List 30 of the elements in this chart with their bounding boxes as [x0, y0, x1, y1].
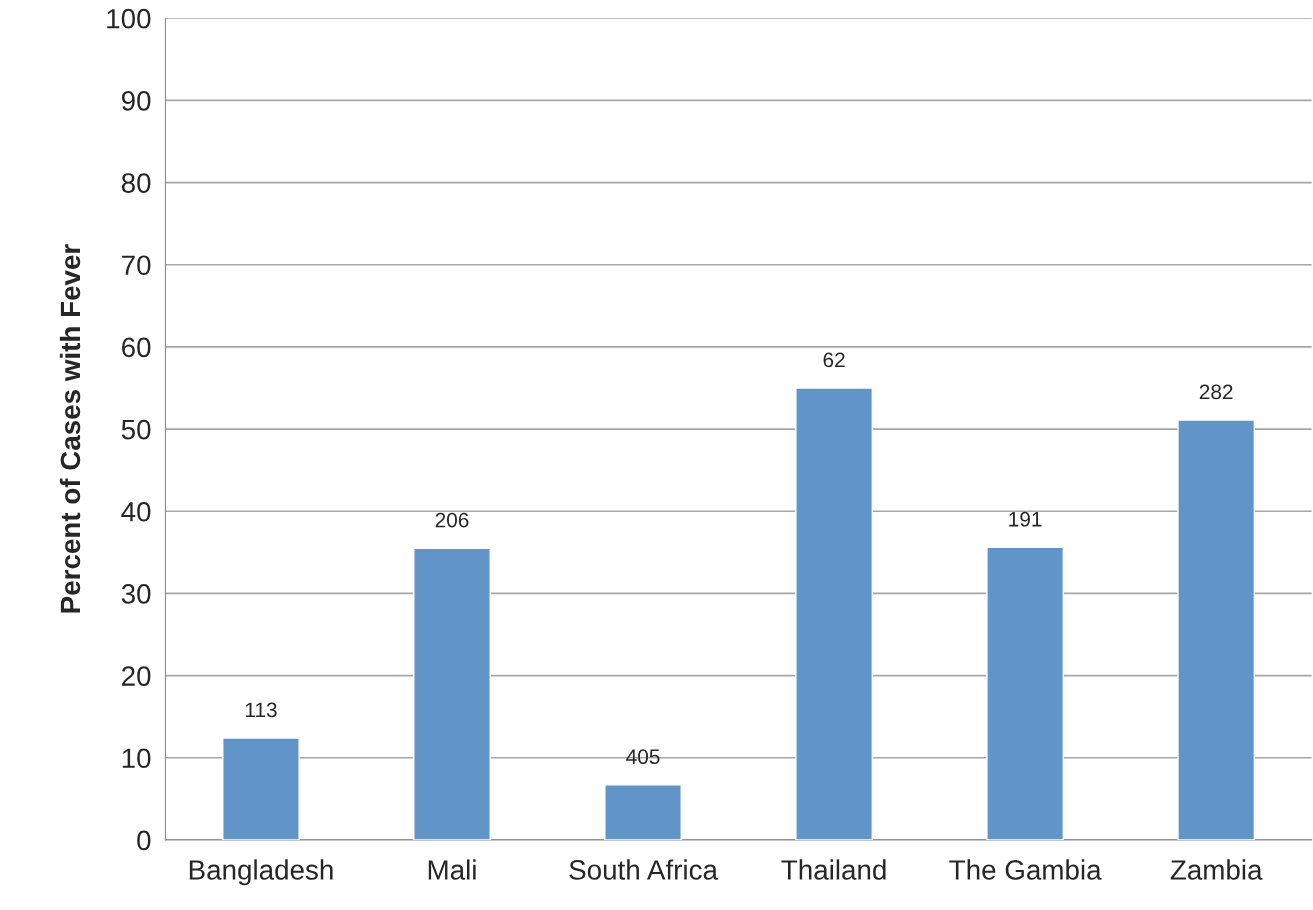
bar: [413, 547, 491, 840]
y-tick-label: 40: [121, 501, 151, 522]
y-tick-label: 90: [121, 91, 151, 111]
y-tick-label: 10: [122, 748, 151, 769]
y-tick-label: 80: [121, 173, 151, 193]
y-tick-label: 60: [122, 337, 151, 358]
bar: [222, 737, 300, 840]
x-tick-label: South Africa: [569, 859, 718, 880]
y-tick-label: 50: [121, 419, 151, 440]
y-tick-label: 0: [137, 830, 151, 851]
bar: [795, 387, 873, 840]
x-tick-label: Thailand: [781, 859, 886, 880]
annotation: 282: [1199, 384, 1233, 400]
x-tick-label: Zambia: [1170, 859, 1263, 880]
bar: [986, 546, 1065, 840]
y-tick-label: 20: [122, 666, 151, 686]
annotation: 405: [626, 749, 660, 765]
bar: [1177, 419, 1256, 840]
x-tick-label: The Gambia: [949, 859, 1102, 880]
x-tick-label: Mali: [428, 859, 476, 880]
y-axis-title: Percent of Cases with Fever: [59, 244, 81, 613]
y-tick-label: 70: [122, 255, 151, 276]
y-tick-label: 30: [121, 584, 151, 604]
annotation: 113: [245, 702, 277, 718]
bar: [604, 784, 682, 840]
x-tick-label: Bangladesh: [189, 859, 333, 886]
annotation: 191: [1009, 511, 1042, 527]
annotation: 206: [435, 512, 469, 528]
y-tick-label: 100: [107, 8, 151, 29]
annotation: 62: [823, 352, 845, 368]
